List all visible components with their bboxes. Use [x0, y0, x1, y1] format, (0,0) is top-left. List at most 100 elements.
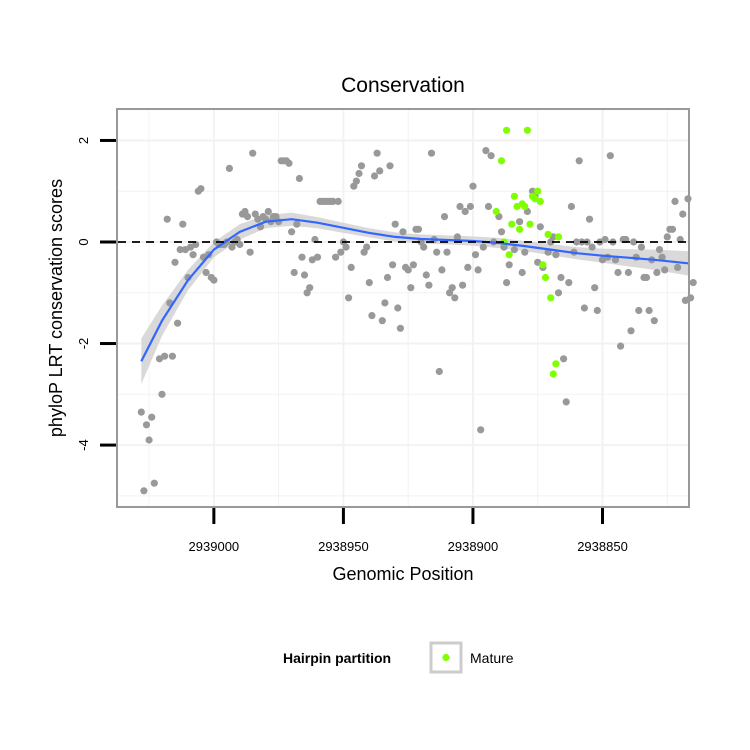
data-point — [347, 263, 355, 271]
data-point — [378, 317, 386, 325]
data-point — [674, 263, 682, 271]
data-point — [161, 352, 169, 360]
data-point — [560, 355, 568, 363]
data-point — [637, 243, 646, 251]
smooth-line — [140, 218, 689, 362]
legend-key — [429, 641, 463, 674]
data-point — [202, 268, 210, 277]
data-point — [427, 149, 436, 157]
data-point — [484, 202, 493, 211]
data-point — [295, 174, 303, 183]
y-axis: 2 0 -2 -4 — [76, 137, 116, 451]
data-point-mature — [521, 202, 529, 211]
data-point — [461, 207, 469, 216]
data-point — [334, 197, 342, 205]
data-point — [394, 304, 402, 312]
data-point — [264, 207, 272, 216]
data-point — [469, 182, 477, 190]
data-point — [627, 327, 635, 335]
data-point — [300, 271, 309, 279]
data-point — [479, 243, 487, 251]
data-point — [368, 312, 376, 320]
legend-label-mature: Mature — [470, 650, 514, 666]
data-point — [671, 197, 679, 205]
data-point — [684, 195, 692, 203]
data-point — [137, 408, 145, 416]
data-point — [298, 253, 306, 261]
data-point — [536, 223, 544, 231]
data-point — [617, 342, 625, 350]
data-point — [352, 177, 360, 185]
data-point — [658, 253, 666, 261]
data-point — [443, 248, 451, 256]
x-tick-label: 2938900 — [448, 539, 499, 554]
data-point — [396, 324, 404, 332]
data-point — [554, 289, 563, 297]
data-point — [497, 228, 506, 236]
data-point — [142, 421, 151, 429]
data-point — [363, 243, 371, 251]
data-point — [370, 172, 379, 180]
data-point — [510, 246, 518, 254]
data-point — [150, 479, 158, 487]
data-point — [329, 197, 337, 205]
data-point-mature — [552, 360, 560, 368]
data-point — [687, 294, 695, 302]
data-point-mature — [510, 192, 518, 200]
data-point — [580, 304, 589, 312]
data-point — [505, 261, 513, 269]
data-point — [163, 215, 171, 223]
data-point-mature — [536, 197, 544, 205]
data-point — [414, 225, 423, 233]
data-point — [306, 284, 314, 292]
data-point — [588, 243, 596, 251]
data-point — [487, 152, 495, 160]
data-point-mature — [492, 207, 500, 216]
data-point — [288, 228, 296, 236]
data-point — [174, 319, 182, 327]
data-point — [679, 210, 687, 218]
data-point — [668, 225, 677, 233]
data-point-mature — [534, 187, 542, 195]
data-point — [518, 268, 526, 277]
y-axis-title: phyloP LRT conservation scores — [46, 179, 66, 437]
data-point — [466, 202, 474, 211]
points-mature — [492, 126, 563, 378]
x-tick-label: 2938850 — [577, 539, 628, 554]
data-point — [243, 213, 252, 221]
data-point — [567, 202, 576, 211]
grid-lines — [118, 110, 688, 506]
data-point — [459, 281, 467, 289]
data-point-mature — [508, 220, 516, 228]
data-point — [171, 258, 179, 266]
data-point — [383, 273, 392, 282]
data-point-mature — [497, 157, 506, 165]
data-point — [500, 243, 508, 251]
data-point — [373, 149, 381, 157]
data-point — [585, 215, 594, 223]
chart-title: Conservation — [341, 74, 465, 97]
data-point — [573, 238, 581, 246]
data-point — [249, 149, 257, 157]
data-point — [391, 220, 399, 228]
data-point — [448, 284, 456, 292]
y-tick-label: 0 — [76, 238, 91, 245]
x-axis-title: Genomic Position — [332, 564, 473, 584]
data-point — [642, 273, 651, 282]
data-point — [438, 266, 446, 274]
data-point — [456, 202, 464, 211]
data-point — [176, 246, 184, 254]
data-point — [197, 185, 205, 193]
data-point — [345, 294, 353, 302]
data-point — [313, 253, 322, 261]
data-point — [210, 276, 218, 284]
data-point-mature — [554, 233, 563, 241]
x-tick-label: 2939000 — [189, 539, 240, 554]
data-point — [503, 279, 511, 287]
smooth-curve — [140, 218, 689, 362]
data-point — [179, 220, 187, 228]
data-point — [399, 228, 407, 236]
data-point — [420, 243, 428, 251]
data-point — [624, 268, 633, 277]
